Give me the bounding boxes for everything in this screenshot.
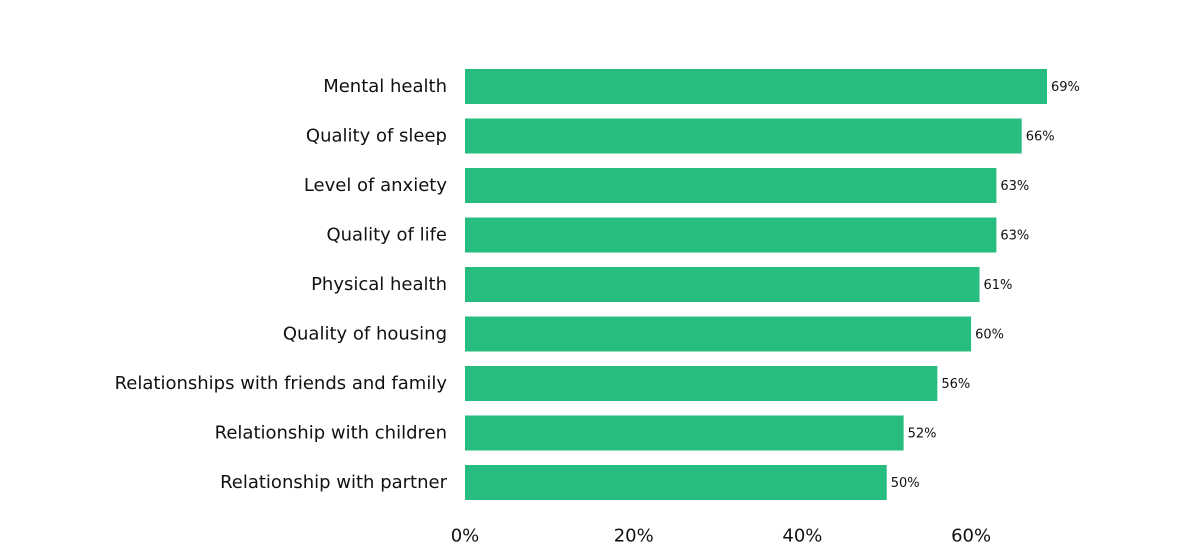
bars-layer — [465, 69, 1047, 500]
data-label: 50% — [891, 476, 920, 491]
value-labels: 69% 66% 63% 63% 61% 60% 56% 52% 50% — [891, 80, 1080, 491]
category-label: Relationships with friends and family — [115, 373, 448, 394]
category-label: Mental health — [323, 76, 447, 97]
data-label: 69% — [1051, 80, 1080, 95]
bar — [465, 267, 980, 302]
data-label: 56% — [941, 377, 970, 392]
category-label: Quality of life — [326, 225, 447, 246]
data-label: 63% — [1000, 229, 1029, 244]
bar — [465, 168, 997, 203]
data-label: 63% — [1000, 179, 1029, 194]
bar — [465, 316, 972, 352]
data-label: 61% — [984, 278, 1013, 293]
category-label: Quality of sleep — [306, 126, 447, 147]
bar — [465, 118, 1022, 154]
x-tick-label: 40% — [782, 526, 822, 547]
bar — [465, 69, 1047, 104]
data-label: 66% — [1026, 130, 1055, 145]
category-labels: Mental health Quality of sleep Level of an… — [115, 76, 448, 493]
bar — [465, 217, 997, 253]
category-label: Relationship with children — [215, 423, 447, 444]
bar — [465, 465, 887, 500]
data-label: 52% — [908, 427, 937, 442]
x-tick-label: 60% — [951, 526, 991, 547]
x-tick-label: 0% — [451, 526, 480, 547]
bar — [465, 415, 904, 451]
category-label: Quality of housing — [283, 324, 447, 345]
x-axis-ticks: 0% 20% 40% 60% — [451, 526, 991, 547]
category-label: Level of anxiety — [304, 175, 448, 196]
data-label: 60% — [975, 328, 1004, 343]
bar — [465, 366, 938, 401]
category-label: Relationship with partner — [220, 472, 448, 493]
x-tick-label: 20% — [614, 526, 654, 547]
category-label: Physical health — [311, 274, 447, 295]
